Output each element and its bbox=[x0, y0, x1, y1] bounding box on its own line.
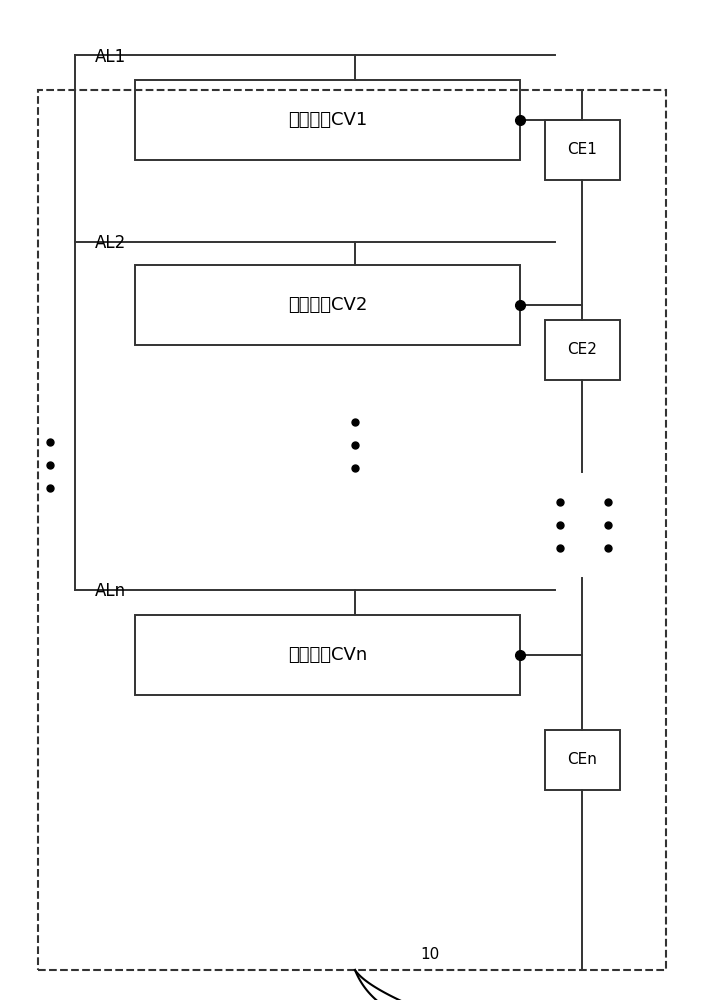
Bar bbox=[135, 80, 520, 160]
Bar bbox=[135, 615, 520, 695]
Text: 转换组件CVn: 转换组件CVn bbox=[288, 646, 367, 664]
Text: CE2: CE2 bbox=[568, 342, 597, 358]
Bar bbox=[545, 730, 620, 790]
Bar bbox=[135, 265, 520, 345]
Text: 转换组件CV1: 转换组件CV1 bbox=[288, 111, 367, 129]
Text: AL1: AL1 bbox=[95, 48, 126, 66]
Text: AL2: AL2 bbox=[95, 234, 126, 252]
Text: CE1: CE1 bbox=[568, 142, 597, 157]
Bar bbox=[545, 120, 620, 180]
Text: 10: 10 bbox=[420, 947, 439, 962]
Text: 转换组件CV2: 转换组件CV2 bbox=[288, 296, 367, 314]
Bar bbox=[545, 320, 620, 380]
Text: ALn: ALn bbox=[95, 582, 126, 600]
Text: CEn: CEn bbox=[568, 752, 597, 768]
Bar bbox=[38, 90, 666, 970]
